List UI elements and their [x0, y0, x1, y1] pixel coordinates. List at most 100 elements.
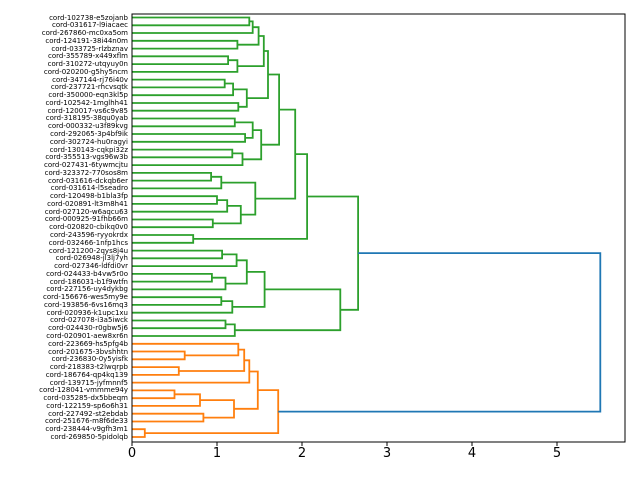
- dendrogram-link: [307, 195, 359, 311]
- leaf-label: cord-227492-st2ebdab: [48, 409, 128, 418]
- leaf-label: cord-128041-vmmme94y: [39, 386, 128, 395]
- dendrogram-link: [132, 412, 205, 423]
- leaf-label: cord-020936-k1upc1xu: [46, 308, 128, 317]
- leaf-label: cord-186031-b1f9wtfn: [49, 277, 128, 286]
- leaf-label: cord-350000-eqn3kl5p: [48, 91, 128, 100]
- dendrogram-link: [234, 370, 259, 410]
- leaf-label: cord-251676-m8f6de33: [45, 417, 128, 426]
- dendrogram-link: [132, 319, 227, 330]
- leaf-label: cord-024433-b4vw5r0o: [46, 269, 128, 278]
- leaf-label: cord-027346-ldfdi0vr: [54, 262, 128, 271]
- dendrogram-link: [132, 273, 213, 283]
- dendrogram-link: [132, 16, 251, 27]
- dendrogram-link: [132, 249, 223, 260]
- dendrogram-link: [132, 428, 146, 438]
- leaf-label: cord-102542-1mglhh41: [45, 98, 128, 107]
- dendrogram-link: [234, 288, 342, 332]
- dendrogram-link: [132, 389, 176, 400]
- leaf-label: cord-355513-vgs96w3b: [45, 153, 128, 162]
- dendrogram-link: [178, 348, 246, 372]
- leaf-label: cord-269850-5pidolqb: [50, 432, 128, 441]
- dendrogram-link: [132, 102, 240, 112]
- dendrogram-link: [132, 20, 254, 34]
- dendrogram-link: [233, 88, 248, 108]
- dendrogram-link: [132, 152, 244, 166]
- dendrogram-link: [132, 300, 234, 314]
- x-tick-label: 0: [127, 446, 137, 461]
- leaf-label: cord-130143-cqkpi32z: [49, 145, 128, 154]
- leaf-label: cord-243596-ryyokrdx: [50, 231, 128, 240]
- dendrogram-link: [132, 55, 229, 65]
- leaf-label: cord-201675-3bvshhtn: [48, 347, 128, 356]
- dendrogram-links: [132, 16, 602, 438]
- leaf-label: cord-102738-e5zojanb: [49, 13, 128, 22]
- leaf-label: cord-193856-6vs16mq3: [44, 300, 128, 309]
- dendrogram-link: [132, 296, 223, 306]
- leaf-label: cord-238444-v9gfh3m1: [45, 425, 128, 434]
- leaf-label: cord-267860-mc0xa5om: [41, 29, 128, 38]
- dendrogram-link: [261, 73, 280, 146]
- dendrogram-link: [132, 393, 201, 407]
- dendrogram-link: [132, 78, 226, 89]
- leaf-label: cord-027078-i3a5iwck: [50, 316, 128, 325]
- dendrogram-link: [132, 323, 236, 337]
- leaf-label: cord-120498-b1bla3fp: [49, 192, 128, 201]
- dendrogram-link: [132, 218, 214, 229]
- leaf-label: cord-027120-w6aqcu63: [44, 207, 128, 216]
- leaf-label: cord-020891-lt3m8h41: [47, 199, 128, 208]
- leaf-label: cord-020901-aew8xr6n: [46, 332, 128, 340]
- leaf-label: cord-027431-6tywmcjtu: [44, 161, 128, 170]
- dendrogram-link: [132, 234, 195, 244]
- leaf-label: cord-035285-dx5bbeqm: [43, 394, 128, 403]
- leaf-label: cord-020200-g5hy5ncm: [43, 67, 128, 76]
- x-tick-label: 3: [382, 446, 392, 461]
- leaf-label: cord-323372-770sos8m: [44, 168, 128, 177]
- leaf-label: cord-120017-vs6c9v85: [47, 106, 128, 115]
- leaf-label: cord-310272-utqyuy0n: [47, 60, 128, 69]
- leaf-label: cord-318195-38qu0yab: [45, 114, 128, 123]
- dendrogram-link: [132, 148, 234, 159]
- leaf-label: cord-124191-38i44n0m: [45, 36, 128, 45]
- leaf-label: cord-000925-91fhb66m: [44, 215, 128, 224]
- leaf-label: cord-122159-sp6o6h31: [46, 401, 128, 410]
- leaf-label: cord-026948-jl3lj7yh: [55, 254, 128, 263]
- axes-spines: [131, 13, 626, 446]
- plot-border: [131, 13, 626, 443]
- dendrogram-link: [132, 117, 236, 128]
- dendrogram-link: [132, 133, 246, 143]
- leaf-label: cord-031614-l5seadro: [50, 184, 128, 193]
- leaf-label: cord-000332-u3f89kvg: [47, 122, 128, 131]
- dendrogram-link: [234, 121, 254, 139]
- dendrogram-link: [237, 35, 265, 67]
- dendrogram-link: [132, 253, 238, 267]
- x-tick-label: 4: [467, 446, 477, 461]
- dendrogram-link: [237, 26, 260, 46]
- dendrogram-link: [132, 172, 212, 182]
- x-tick-label: 5: [552, 446, 562, 461]
- dendrogram-link: [232, 271, 266, 308]
- leaf-label: cord-024430-r0gbw5j6: [48, 324, 128, 333]
- dendrogram-link: [132, 199, 229, 213]
- leaf-label: cord-223669-hs5pfg4b: [48, 339, 128, 348]
- dendrogram-link: [132, 366, 180, 376]
- leaf-label: cord-186764-qp4kq139: [45, 370, 128, 379]
- leaf-label: cord-292065-3p4bf9ik: [50, 130, 128, 139]
- dendrogram-link: [132, 59, 239, 73]
- x-tick-label: 1: [212, 446, 222, 461]
- leaf-label: cord-031617-l9iacaec: [51, 21, 128, 30]
- dendrogram-link: [278, 252, 602, 413]
- dendrogram-link: [200, 399, 235, 419]
- dendrogram-link: [132, 195, 218, 205]
- leaf-label: cord-033725-rlzbznav: [51, 44, 128, 53]
- dendrogram-link: [132, 82, 234, 97]
- leaf-label: cord-302724-hu0ragyi: [49, 137, 128, 146]
- dendrogram-link: [132, 175, 223, 190]
- leaf-label: cord-355789-x449xflm: [48, 52, 128, 61]
- leaf-label: cord-020820-cbikq0v0: [49, 223, 128, 232]
- leaf-label: cord-139715-jyfmnnf5: [49, 378, 128, 387]
- leaf-label: cord-121200-2qys8j4u: [48, 246, 128, 255]
- leaf-label: cord-237721-rhcvsqtk: [50, 83, 128, 92]
- leaf-label: cord-032466-1nfp1hcs: [48, 238, 128, 247]
